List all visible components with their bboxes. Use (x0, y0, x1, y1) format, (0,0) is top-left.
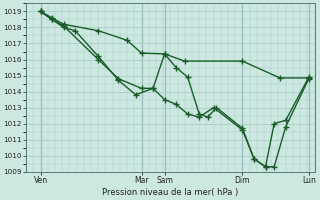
X-axis label: Pression niveau de la mer( hPa ): Pression niveau de la mer( hPa ) (102, 188, 238, 197)
